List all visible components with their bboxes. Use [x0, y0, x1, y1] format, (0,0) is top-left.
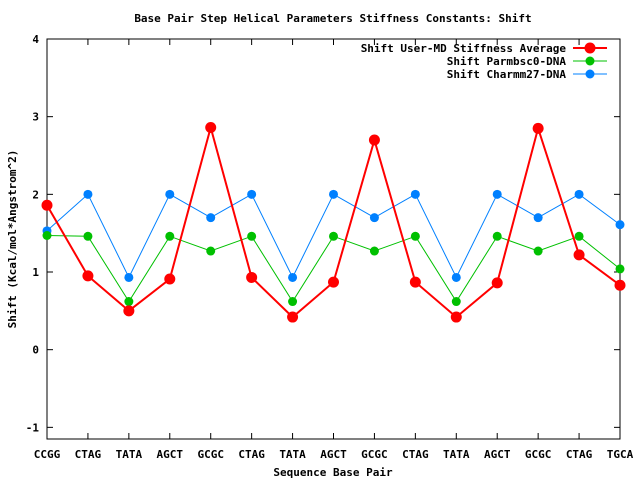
y-tick-label: 1	[32, 266, 39, 279]
data-point	[328, 276, 339, 288]
data-point	[329, 189, 338, 199]
data-point	[450, 311, 462, 323]
data-point	[124, 297, 134, 307]
data-point	[615, 220, 625, 230]
legend-entry: Shift Parmbsc0-DNA	[447, 55, 607, 68]
data-point	[492, 189, 502, 199]
x-tick-label: TATA	[116, 448, 143, 461]
data-point	[123, 305, 135, 317]
legend-entry: Shift Charmm27-DNA	[447, 68, 607, 81]
data-point	[369, 246, 379, 256]
data-point	[124, 272, 134, 282]
y-tick-label: -1	[26, 421, 40, 434]
x-tick-label: TATA	[443, 448, 470, 461]
legend-label: Shift Parmbsc0-DNA	[447, 55, 567, 68]
data-point	[82, 270, 94, 282]
data-point	[329, 231, 338, 241]
data-point	[614, 279, 626, 291]
data-point	[83, 189, 93, 199]
data-point	[615, 264, 625, 274]
series-2	[42, 231, 625, 307]
x-axis-label: Sequence Base Pair	[273, 466, 393, 479]
legend-swatch-marker	[584, 42, 596, 54]
data-point	[451, 297, 461, 307]
legend-entry: Shift User-MD Stiffness Average	[361, 42, 607, 55]
y-axis: -1 0 1 2 3 4	[26, 33, 620, 434]
x-axis: CCGG CTAG TATA AGCT GCGC CTAG TATA AGCT GCGC CTAG…	[34, 39, 634, 461]
data-point	[492, 231, 502, 241]
data-point	[410, 231, 420, 241]
x-tick-label: CCGG	[34, 448, 61, 461]
x-tick-label: TGCA	[607, 448, 634, 461]
legend-label: Shift User-MD Stiffness Average	[361, 42, 567, 55]
x-tick-label: CTAG	[566, 448, 593, 461]
y-tick-label: 3	[32, 111, 39, 124]
series-layer	[41, 122, 626, 323]
data-point	[369, 213, 379, 223]
data-point	[205, 122, 217, 134]
data-point	[288, 297, 298, 307]
series-1	[41, 122, 626, 323]
x-tick-label: AGCT	[484, 448, 511, 461]
legend-swatch-marker	[585, 69, 595, 79]
x-tick-label: GCGC	[361, 448, 388, 461]
data-point	[206, 213, 216, 223]
data-point	[288, 272, 298, 282]
chart-title: Base Pair Step Helical Parameters Stiffn…	[134, 12, 531, 25]
data-point	[409, 276, 421, 288]
y-tick-label: 0	[32, 344, 39, 357]
data-point	[164, 273, 176, 285]
data-point	[41, 199, 53, 211]
data-point	[491, 277, 503, 289]
data-point	[287, 311, 299, 323]
data-point	[165, 189, 175, 199]
series-line	[46, 123, 621, 319]
data-point	[573, 249, 585, 261]
data-point	[410, 189, 420, 199]
data-point	[206, 246, 216, 256]
x-tick-label: CTAG	[75, 448, 102, 461]
data-point	[368, 134, 380, 146]
x-tick-label: TATA	[279, 448, 306, 461]
data-point	[83, 231, 93, 241]
data-point	[42, 231, 52, 241]
data-point	[165, 231, 175, 241]
data-point	[574, 189, 584, 199]
y-axis-label: Shift (Kcal/mol*Angstrom^2)	[6, 150, 19, 329]
data-point	[533, 213, 543, 223]
x-tick-label: AGCT	[157, 448, 184, 461]
data-point	[451, 272, 461, 282]
data-point	[246, 271, 258, 283]
data-point	[574, 231, 584, 241]
data-point	[247, 189, 257, 199]
y-tick-label: 2	[32, 188, 39, 201]
legend-swatch-marker	[585, 56, 595, 66]
x-tick-label: CTAG	[238, 448, 265, 461]
legend-label: Shift Charmm27-DNA	[447, 68, 567, 81]
x-tick-label: GCGC	[197, 448, 224, 461]
data-point	[532, 122, 544, 134]
series-3	[42, 189, 625, 282]
x-tick-label: GCGC	[525, 448, 552, 461]
data-point	[533, 246, 543, 256]
data-point	[247, 231, 257, 241]
y-tick-label: 4	[32, 33, 39, 46]
x-tick-label: AGCT	[320, 448, 347, 461]
x-tick-label: CTAG	[402, 448, 429, 461]
